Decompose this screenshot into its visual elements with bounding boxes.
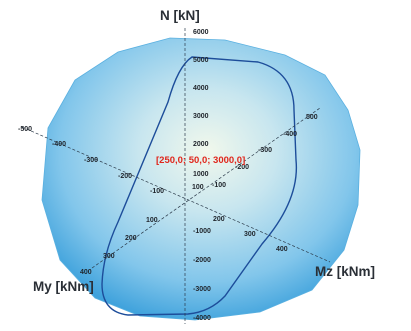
tick-n-6: -1000 <box>193 228 211 235</box>
tick-mz-3: -100 <box>212 182 226 189</box>
tick-mz-0: -400 <box>283 131 297 138</box>
tick-my-1: -400 <box>52 141 66 148</box>
failure-surface <box>41 37 361 321</box>
tick-mz-4: 100 <box>192 184 204 191</box>
axis-title-n: N [kN] <box>160 8 200 23</box>
tick-mz-2: -200 <box>235 164 249 171</box>
tick-n-7: -2000 <box>193 257 211 264</box>
axis-line-mz <box>91 107 321 269</box>
tick-n-2: 4000 <box>193 85 209 92</box>
tick-my-4: -100 <box>150 188 164 195</box>
tick-my-7: 300 <box>103 253 115 260</box>
tick-my-8: 400 <box>80 269 92 276</box>
ticks-layer: 6000 5000 4000 3000 2000 1000 -1000 -2000 -3000 -… <box>18 29 318 322</box>
tick-mz-1: -300 <box>258 147 272 154</box>
tick-n-3: 3000 <box>193 113 209 120</box>
axis-line-my <box>21 126 331 263</box>
tick-my-0: -500 <box>18 126 32 133</box>
point-label: [250,0; 50,0; 3000,0] <box>156 155 245 166</box>
tick-mz-8: 500 <box>306 114 318 121</box>
tick-my-2: -300 <box>84 157 98 164</box>
tick-mz-6: 300 <box>244 231 256 238</box>
axis-title-mz: Mz [kNm] <box>315 264 375 279</box>
tick-n-4: 2000 <box>193 141 209 148</box>
tick-mz-7: 400 <box>276 246 288 253</box>
tick-n-0: 6000 <box>193 29 209 36</box>
tick-n-1: 5000 <box>193 57 209 64</box>
tick-n-8: -3000 <box>193 286 211 293</box>
tick-my-3: -200 <box>118 173 132 180</box>
tick-mz-5: 200 <box>213 216 225 223</box>
axes-layer <box>21 28 331 324</box>
tick-my-5: 100 <box>146 217 158 224</box>
axis-title-my: My [kNm] <box>33 279 94 294</box>
tick-n-9: -4000 <box>193 315 211 322</box>
tick-n-5: 1000 <box>193 171 209 178</box>
tick-my-6: 200 <box>125 235 137 242</box>
interaction-curve <box>101 56 298 316</box>
